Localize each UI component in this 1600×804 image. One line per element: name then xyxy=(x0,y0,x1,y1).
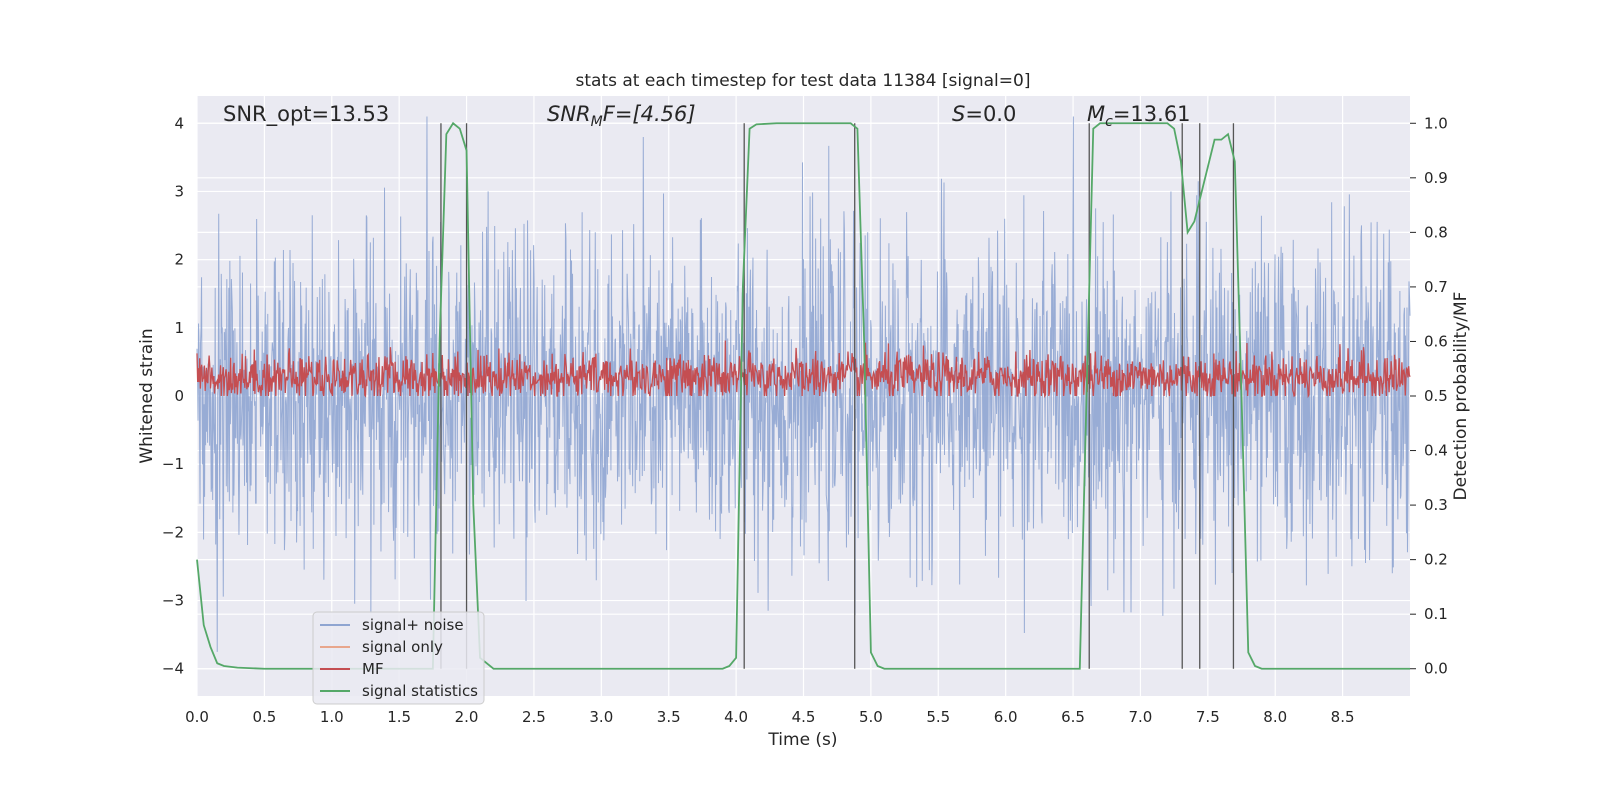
x-tick-label-7: 3.5 xyxy=(657,708,681,726)
y-tick-label-5: −1 xyxy=(162,455,184,473)
y-right-tick-label-10: 0.0 xyxy=(1424,660,1448,678)
annotation-mc-main: M xyxy=(1087,102,1105,126)
y-right-tick-label-3: 0.7 xyxy=(1424,278,1448,296)
legend-label-signal-statistics: signal statistics xyxy=(362,682,478,700)
x-tick-label-8: 4.0 xyxy=(724,708,748,726)
y-right-axis-label: Detection probability/MF xyxy=(1451,292,1471,501)
legend-label-signal-only: signal only xyxy=(362,638,443,656)
x-tick-label-15: 7.5 xyxy=(1196,708,1220,726)
y-tick-label-3: 1 xyxy=(174,319,184,337)
y-right-tick-label-6: 0.4 xyxy=(1424,442,1448,460)
chart-title: stats at each timestep for test data 113… xyxy=(576,71,1031,91)
y-tick-label-0: 4 xyxy=(174,114,184,132)
x-tick-label-13: 6.5 xyxy=(1061,708,1085,726)
y-tick-label-4: 0 xyxy=(174,387,184,405)
y-tick-label-1: 3 xyxy=(174,182,184,200)
vertical-lines xyxy=(440,123,1235,669)
annotation-s-rest: =0.0 xyxy=(965,102,1016,126)
x-tick-label-5: 2.5 xyxy=(522,708,546,726)
x-tick-label-9: 4.5 xyxy=(792,708,816,726)
y-right-tick-label-2: 0.8 xyxy=(1424,223,1448,241)
annotation-mc: Mc=13.61 xyxy=(1087,102,1191,130)
y-right-tick-label-5: 0.5 xyxy=(1424,387,1448,405)
annotation-snr-mf-main: SNR xyxy=(547,102,591,126)
legend-box xyxy=(312,611,485,705)
annotation-snr-mf-sub: M xyxy=(591,114,603,130)
y-tick-label-2: 2 xyxy=(174,251,184,269)
x-tick-label-11: 5.5 xyxy=(926,708,950,726)
y-right-tick-label-1: 0.9 xyxy=(1424,169,1448,187)
x-tick-label-10: 5.0 xyxy=(859,708,883,726)
annotation-mc-rest: =13.61 xyxy=(1113,102,1191,126)
series-mf xyxy=(196,340,1411,399)
legend-label-mf: MF xyxy=(362,660,384,678)
line-mf xyxy=(196,340,1411,399)
legend-label-signal-noise: signal+ noise xyxy=(362,616,464,634)
x-tick-label-0: 0.0 xyxy=(185,708,209,726)
annotation-s-main: S xyxy=(952,102,965,126)
x-tick-label-16: 8.0 xyxy=(1263,708,1287,726)
y-axis-label: Whitened strain xyxy=(137,328,157,463)
x-axis-label: Time (s) xyxy=(767,730,837,750)
annotation-snr-opt: SNR_opt=13.53 xyxy=(223,102,389,127)
y-tick-label-8: −4 xyxy=(162,660,184,678)
y-right-tick-label-8: 0.2 xyxy=(1424,551,1448,569)
annotation-mc-sub: c xyxy=(1105,114,1113,130)
annotation-snr-mf: SNRMF=[4.56] xyxy=(547,102,696,130)
x-tick-label-6: 3.0 xyxy=(589,708,613,726)
annotation-snr-mf-rest: F=[4.56] xyxy=(603,102,696,126)
y-right-tick-label-0: 1.0 xyxy=(1424,114,1448,132)
x-tick-label-4: 2.0 xyxy=(455,708,479,726)
x-tick-label-3: 1.5 xyxy=(387,708,411,726)
y-right-tick-label-9: 0.1 xyxy=(1424,605,1448,623)
y-right-tick-label-4: 0.6 xyxy=(1424,332,1448,350)
y-right-axis-ticks: 1.0 0.9 0.8 0.7 0.6 0.5 0.4 0.3 0.2 0.1 0.0 xyxy=(1410,114,1448,678)
legend: signal+ noise signal only MF signal stat… xyxy=(312,611,485,705)
y-tick-label-7: −3 xyxy=(162,592,184,610)
y-right-tick-label-7: 0.3 xyxy=(1424,496,1448,514)
x-tick-label-17: 8.5 xyxy=(1331,708,1355,726)
x-tick-label-14: 7.0 xyxy=(1129,708,1153,726)
annotation-s: S=0.0 xyxy=(952,102,1016,126)
x-tick-label-2: 1.0 xyxy=(320,708,344,726)
line-signal-noise xyxy=(196,116,1411,652)
y-axis-ticks: 4 3 2 1 0 −1 −2 −3 −4 xyxy=(162,114,184,677)
series-signal-noise xyxy=(196,116,1411,652)
x-tick-label-1: 0.5 xyxy=(252,708,276,726)
y-tick-label-6: −2 xyxy=(162,523,184,541)
x-axis-ticks: 0.0 0.5 1.0 1.5 2.0 2.5 3.0 3.5 4.0 4.5 5.0 5.5 6.0 6… xyxy=(185,708,1354,726)
x-tick-label-12: 6.0 xyxy=(994,708,1018,726)
